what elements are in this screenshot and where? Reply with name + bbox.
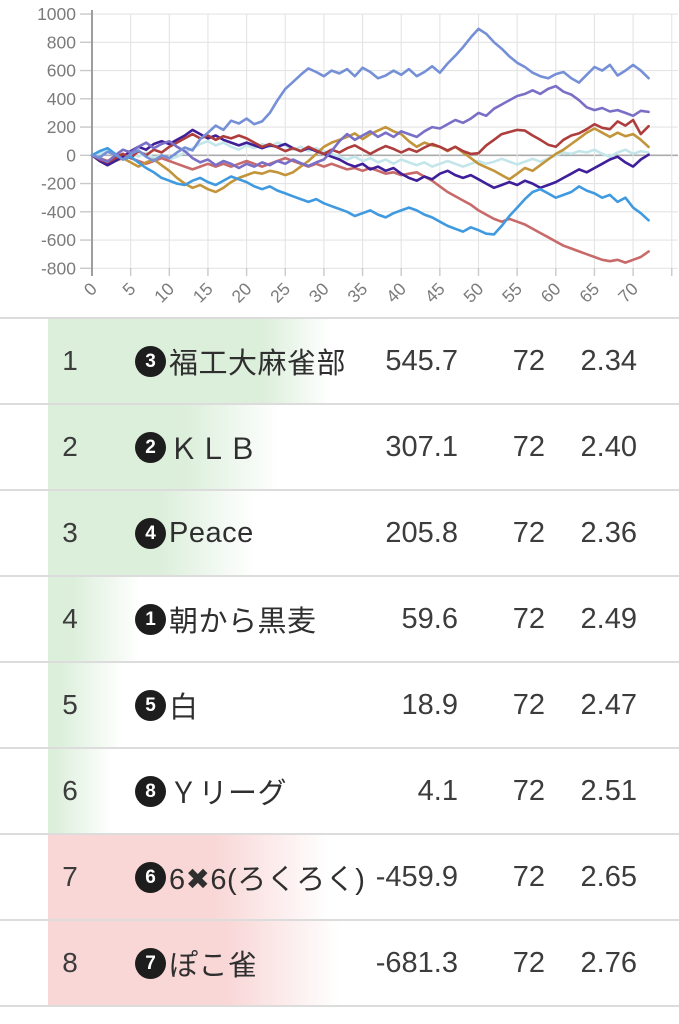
y-axis-label: 0: [66, 145, 76, 165]
games-played-cell: 72: [512, 344, 545, 377]
x-axis-label: 0: [80, 278, 101, 299]
games-played-cell: 72: [512, 774, 545, 807]
x-axis-label: 30: [305, 278, 333, 306]
x-axis-label: 65: [575, 279, 603, 307]
games-played-cell: 72: [512, 860, 545, 893]
table-row[interactable]: 2 2 ＫＬＢ 307.1 72 2.40: [0, 405, 679, 491]
games-played-cell: 72: [512, 946, 545, 979]
table-row[interactable]: 4 1 朝から黒麦 59.6 72 2.49: [0, 577, 679, 663]
total-score-cell: 59.6: [401, 602, 458, 635]
x-axis-label: 25: [266, 279, 294, 307]
team-cell: 2 ＫＬＢ: [92, 426, 328, 468]
y-axis-label: 600: [47, 61, 76, 81]
total-score-cell: -459.9: [375, 860, 458, 893]
rank-cell: 2: [62, 431, 78, 462]
average-rank-cell: 2.36: [580, 516, 637, 549]
team-name: 福工大麻雀部: [169, 348, 347, 380]
team-number-badge: 4: [135, 517, 166, 549]
x-axis-label: 35: [343, 279, 371, 307]
x-axis-label: 15: [189, 279, 217, 307]
standings-table: 1 3 福工大麻雀部 545.7 72 2.34 2 2 ＫＬＢ 307.1 72 2.40 3 4 Pea…: [0, 317, 679, 1007]
average-rank-cell: 2.76: [580, 946, 637, 979]
total-score-cell: 307.1: [385, 430, 458, 463]
team-number-badge: 1: [135, 603, 166, 635]
x-axis-label: 40: [382, 278, 410, 306]
series-line-2: [90, 84, 650, 170]
team-number-badge: 7: [135, 947, 166, 979]
team-name: ＫＬＢ: [169, 434, 258, 466]
x-axis-label: 50: [459, 278, 487, 306]
team-name: Peace: [169, 516, 254, 549]
games-played-cell: 72: [512, 430, 545, 463]
series-line-1: [90, 27, 650, 163]
team-number-badge: 2: [135, 431, 166, 463]
team-name: Ｙリーグ: [169, 778, 288, 810]
table-row[interactable]: 6 8 Ｙリーグ 4.1 72 2.51: [0, 749, 679, 835]
x-axis-label: 70: [614, 278, 642, 306]
team-number-badge: 8: [135, 775, 166, 807]
team-name: 白: [169, 692, 199, 724]
x-axis-label: 45: [421, 279, 449, 307]
rank-cell: 3: [62, 517, 78, 548]
team-name: ぽこ雀: [169, 950, 258, 982]
games-played-cell: 72: [512, 602, 545, 635]
y-axis-label: -600: [41, 230, 76, 250]
y-axis-label: -200: [41, 174, 76, 194]
team-cell: 3 福工大麻雀部: [92, 340, 346, 382]
team-cell: 8 Ｙリーグ: [92, 770, 328, 812]
y-axis-label: 800: [47, 32, 76, 52]
y-axis-label: 1000: [37, 4, 76, 24]
rank-cell: 1: [62, 345, 78, 376]
average-rank-cell: 2.34: [580, 344, 637, 377]
x-axis-label: 20: [228, 278, 256, 306]
team-cell: 4 Peace: [92, 517, 328, 550]
series-line-3: [90, 118, 650, 164]
team-number-badge: 5: [135, 689, 166, 721]
score-trend-chart: 1000 800 600 400 200 0 -200 -400 -600 -800 0 5 10 15 2…: [0, 0, 679, 317]
x-axis-label: 55: [498, 279, 526, 307]
y-axis-label: 200: [47, 117, 76, 137]
rank-cell: 8: [62, 947, 78, 978]
y-axis-label: -800: [41, 258, 76, 278]
total-score-cell: -681.3: [375, 946, 458, 979]
y-axis-label: 400: [47, 89, 76, 109]
average-rank-cell: 2.40: [580, 430, 637, 463]
team-cell: 7 ぽこ雀: [92, 942, 328, 984]
team-number-badge: 6: [135, 861, 166, 893]
average-rank-cell: 2.65: [580, 860, 637, 893]
table-row[interactable]: 7 6 6✖6(ろくろく) -459.9 72 2.65: [0, 835, 679, 921]
team-cell: 6 6✖6(ろくろく): [92, 856, 365, 898]
rank-cell: 4: [62, 603, 78, 634]
y-axis-label: -400: [41, 202, 76, 222]
x-axis-label: 5: [118, 279, 139, 300]
x-axis-label: 10: [150, 278, 178, 306]
average-rank-cell: 2.51: [580, 774, 637, 807]
average-rank-cell: 2.49: [580, 602, 637, 635]
rank-cell: 6: [62, 775, 78, 806]
series-line-6: [90, 128, 650, 190]
rank-cell: 5: [62, 689, 78, 720]
table-row[interactable]: 1 3 福工大麻雀部 545.7 72 2.34: [0, 319, 679, 405]
total-score-cell: 205.8: [385, 516, 458, 549]
team-number-badge: 3: [135, 345, 166, 377]
team-name: 6✖6(ろくろく): [169, 864, 366, 896]
total-score-cell: 18.9: [401, 688, 458, 721]
table-row[interactable]: 5 5 白 18.9 72 2.47: [0, 663, 679, 749]
total-score-cell: 545.7: [385, 344, 458, 377]
team-name: 朝から黒麦: [169, 606, 317, 638]
table-row[interactable]: 3 4 Peace 205.8 72 2.36: [0, 491, 679, 577]
team-cell: 1 朝から黒麦: [92, 598, 328, 640]
games-played-cell: 72: [512, 516, 545, 549]
total-score-cell: 4.1: [417, 774, 458, 807]
x-axis-label: 60: [537, 278, 565, 306]
series-line-7: [90, 146, 650, 236]
table-row[interactable]: 8 7 ぽこ雀 -681.3 72 2.76: [0, 921, 679, 1007]
games-played-cell: 72: [512, 688, 545, 721]
average-rank-cell: 2.47: [580, 688, 637, 721]
rank-cell: 7: [62, 861, 78, 892]
